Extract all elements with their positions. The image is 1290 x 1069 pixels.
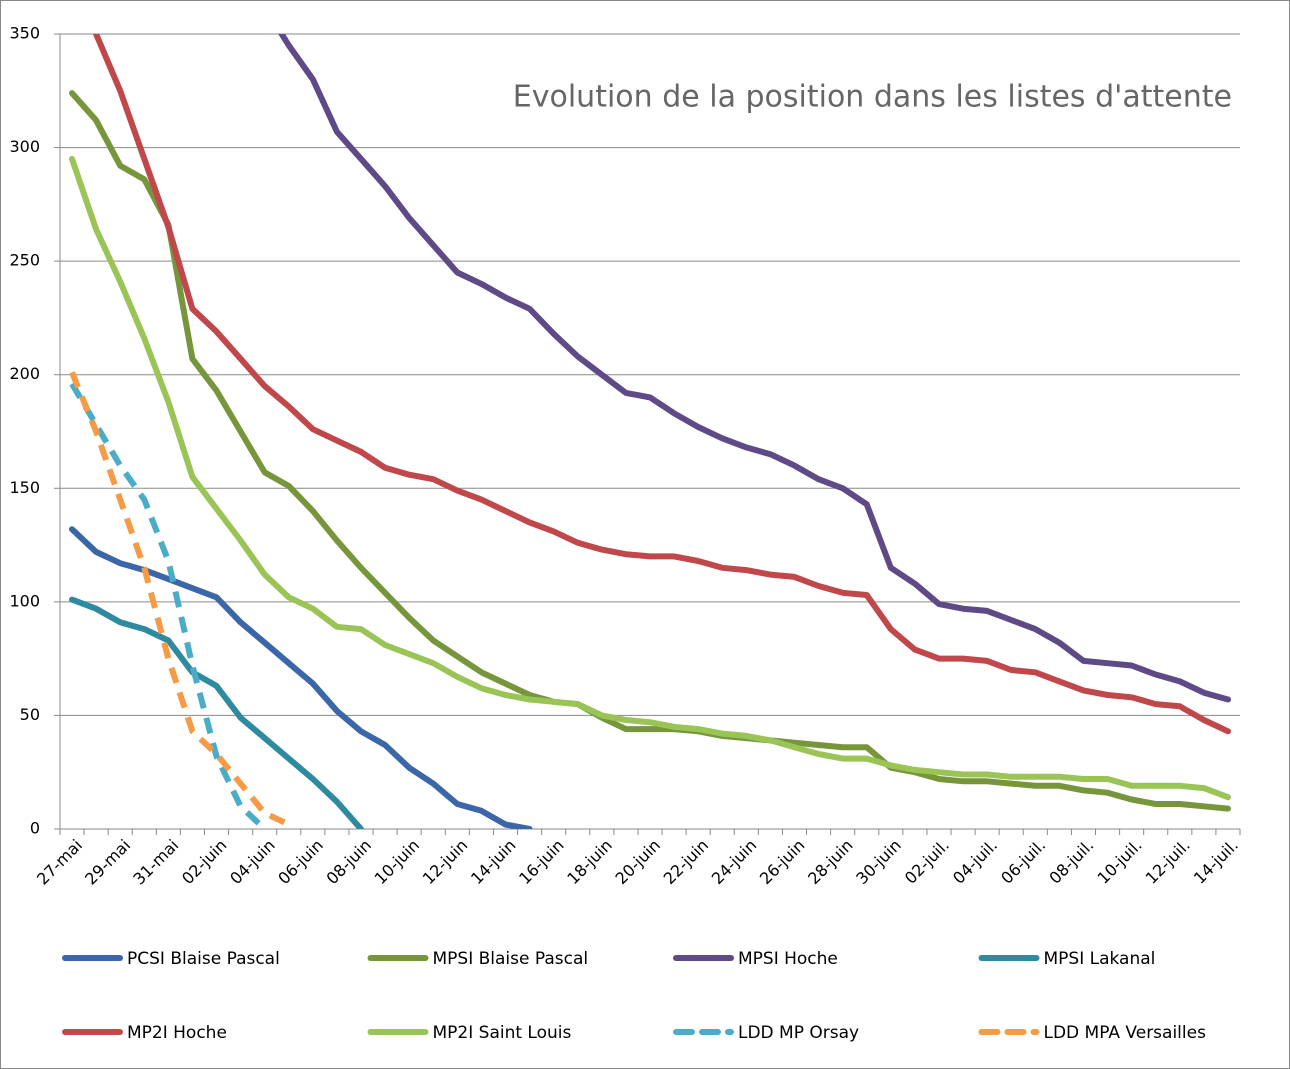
y-tick-label: 150 — [9, 478, 40, 497]
y-tick-label: 0 — [30, 819, 40, 838]
series-line — [69, 90, 1231, 812]
series-line — [69, 371, 291, 828]
series-line — [69, 155, 1231, 801]
y-tick-label: 100 — [9, 591, 40, 610]
legend-label: MPSI Hoche — [738, 949, 838, 969]
legend-label: LDD MPA Versailles — [1044, 1023, 1207, 1043]
legend-label: PCSI Blaise Pascal — [127, 949, 280, 969]
y-tick-label: 350 — [9, 24, 40, 43]
legend-label: MP2I Saint Louis — [433, 1023, 572, 1043]
chart-title: Evolution de la position dans les listes… — [513, 80, 1232, 115]
legend-label: LDD MP Orsay — [738, 1023, 859, 1043]
plot-area — [69, 34, 1231, 829]
y-tick-label: 200 — [9, 364, 40, 383]
series-line — [69, 382, 267, 829]
legend-label: MPSI Blaise Pascal — [433, 949, 589, 969]
y-tick-label: 300 — [9, 137, 40, 156]
legend-label: MP2I Hoche — [127, 1023, 227, 1043]
legend-label: MPSI Lakanal — [1044, 949, 1156, 969]
series-line — [278, 34, 1231, 703]
series-line — [92, 34, 1231, 735]
y-tick-label: 50 — [20, 705, 40, 724]
y-tick-label: 250 — [9, 251, 40, 270]
series-line — [69, 596, 364, 829]
